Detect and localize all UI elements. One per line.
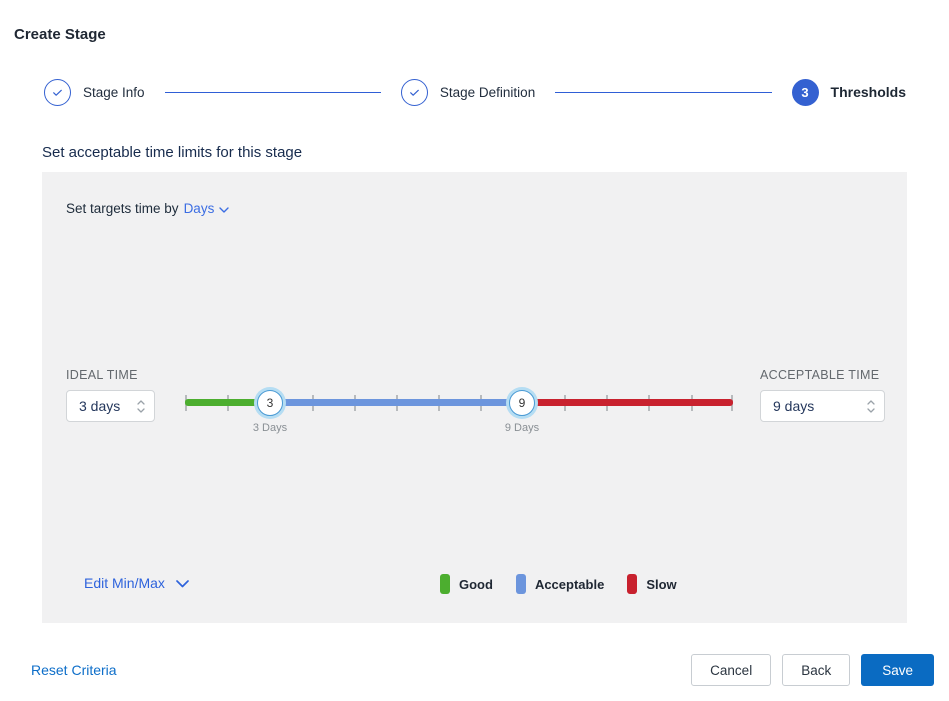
page-title: Create Stage — [14, 26, 106, 43]
increment-button[interactable] — [137, 399, 145, 405]
legend-swatch-good — [440, 574, 450, 594]
chevron-down-icon — [219, 201, 230, 216]
check-icon — [44, 78, 71, 106]
slider-handle-max-label: 9 Days — [504, 422, 540, 434]
thresholds-panel: Set targets time by Days IDEAL TIME — [42, 172, 907, 623]
stepper-step-thresholds[interactable]: 3 Thresholds — [791, 78, 906, 106]
legend-label: Acceptable — [534, 576, 605, 592]
stepper: Stage Info Stage Definition 3 Thresholds — [44, 78, 906, 106]
acceptable-time-input[interactable] — [773, 398, 825, 414]
acceptable-time-stepper — [760, 390, 885, 422]
ideal-time-label: IDEAL TIME — [66, 368, 138, 382]
decrement-button[interactable] — [137, 407, 145, 413]
ideal-time-stepper — [66, 390, 155, 422]
time-unit-value: Days — [183, 201, 215, 216]
spinner-controls — [137, 399, 145, 413]
slider-segment-acceptable — [270, 399, 522, 406]
legend-label: Slow — [646, 576, 677, 592]
legend-swatch-acceptable — [515, 574, 526, 594]
step-number-badge: 3 — [791, 78, 819, 106]
stepper-step-label: Thresholds — [830, 84, 906, 100]
acceptable-time-group: ACCEPTABLE TIME — [760, 368, 885, 422]
legend-item-acceptable: Acceptable — [515, 574, 605, 594]
save-button[interactable]: Save — [861, 654, 934, 686]
check-icon — [400, 78, 428, 106]
footer-buttons: Cancel Back Save — [691, 654, 934, 686]
legend-label: Good — [459, 576, 493, 592]
decrement-button[interactable] — [867, 407, 875, 413]
targets-time-row: Set targets time by Days — [66, 201, 230, 216]
time-threshold-slider: 3 9 3 Days 9 Days — [185, 390, 733, 437]
reset-criteria-link[interactable]: Reset Criteria — [31, 662, 117, 678]
targets-time-prefix: Set targets time by — [66, 201, 179, 216]
spinner-controls — [867, 399, 875, 413]
slider-handle-min[interactable]: 3 — [257, 390, 283, 416]
chevron-down-icon — [176, 575, 189, 591]
ideal-time-input[interactable] — [79, 398, 131, 414]
section-heading: Set acceptable time limits for this stag… — [42, 144, 303, 161]
stepper-connector — [555, 91, 772, 93]
legend-swatch-slow — [627, 574, 638, 594]
acceptable-time-label: ACCEPTABLE TIME — [760, 368, 880, 382]
legend-item-slow: Slow — [627, 574, 677, 594]
stepper-step-label: Stage Definition — [439, 84, 536, 100]
stepper-step-label: Stage Info — [83, 84, 145, 100]
stepper-connector — [164, 91, 381, 93]
slider-segment-good — [185, 399, 270, 406]
back-button[interactable]: Back — [782, 654, 851, 686]
slider-handle-max[interactable]: 9 — [509, 390, 535, 416]
legend-item-good: Good — [440, 574, 493, 594]
slider-segment-slow — [522, 399, 733, 406]
slider-legend: Good Acceptable Slow — [440, 574, 677, 594]
stepper-step-stage-definition[interactable]: Stage Definition — [400, 78, 536, 106]
cancel-button[interactable]: Cancel — [691, 654, 772, 686]
stepper-step-stage-info[interactable]: Stage Info — [44, 78, 145, 106]
time-unit-dropdown[interactable]: Days — [184, 201, 230, 216]
edit-minmax-button[interactable]: Edit Min/Max — [84, 575, 189, 591]
increment-button[interactable] — [867, 399, 875, 405]
edit-minmax-label: Edit Min/Max — [84, 575, 165, 591]
ideal-time-group: IDEAL TIME — [66, 368, 155, 422]
slider-handle-min-label: 3 Days — [252, 422, 288, 434]
